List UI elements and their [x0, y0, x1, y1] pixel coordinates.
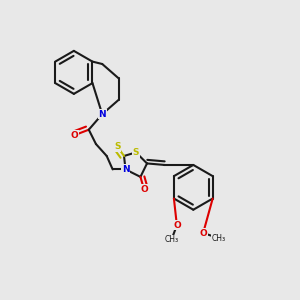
Text: O: O: [71, 130, 79, 140]
Text: O: O: [140, 185, 148, 194]
Text: O: O: [173, 221, 181, 230]
Text: CH₃: CH₃: [164, 235, 178, 244]
Text: S: S: [133, 148, 139, 157]
Text: N: N: [122, 165, 129, 174]
Text: N: N: [98, 110, 106, 119]
Text: S: S: [114, 142, 120, 151]
Text: CH₃: CH₃: [212, 234, 226, 243]
Text: O: O: [199, 229, 207, 238]
